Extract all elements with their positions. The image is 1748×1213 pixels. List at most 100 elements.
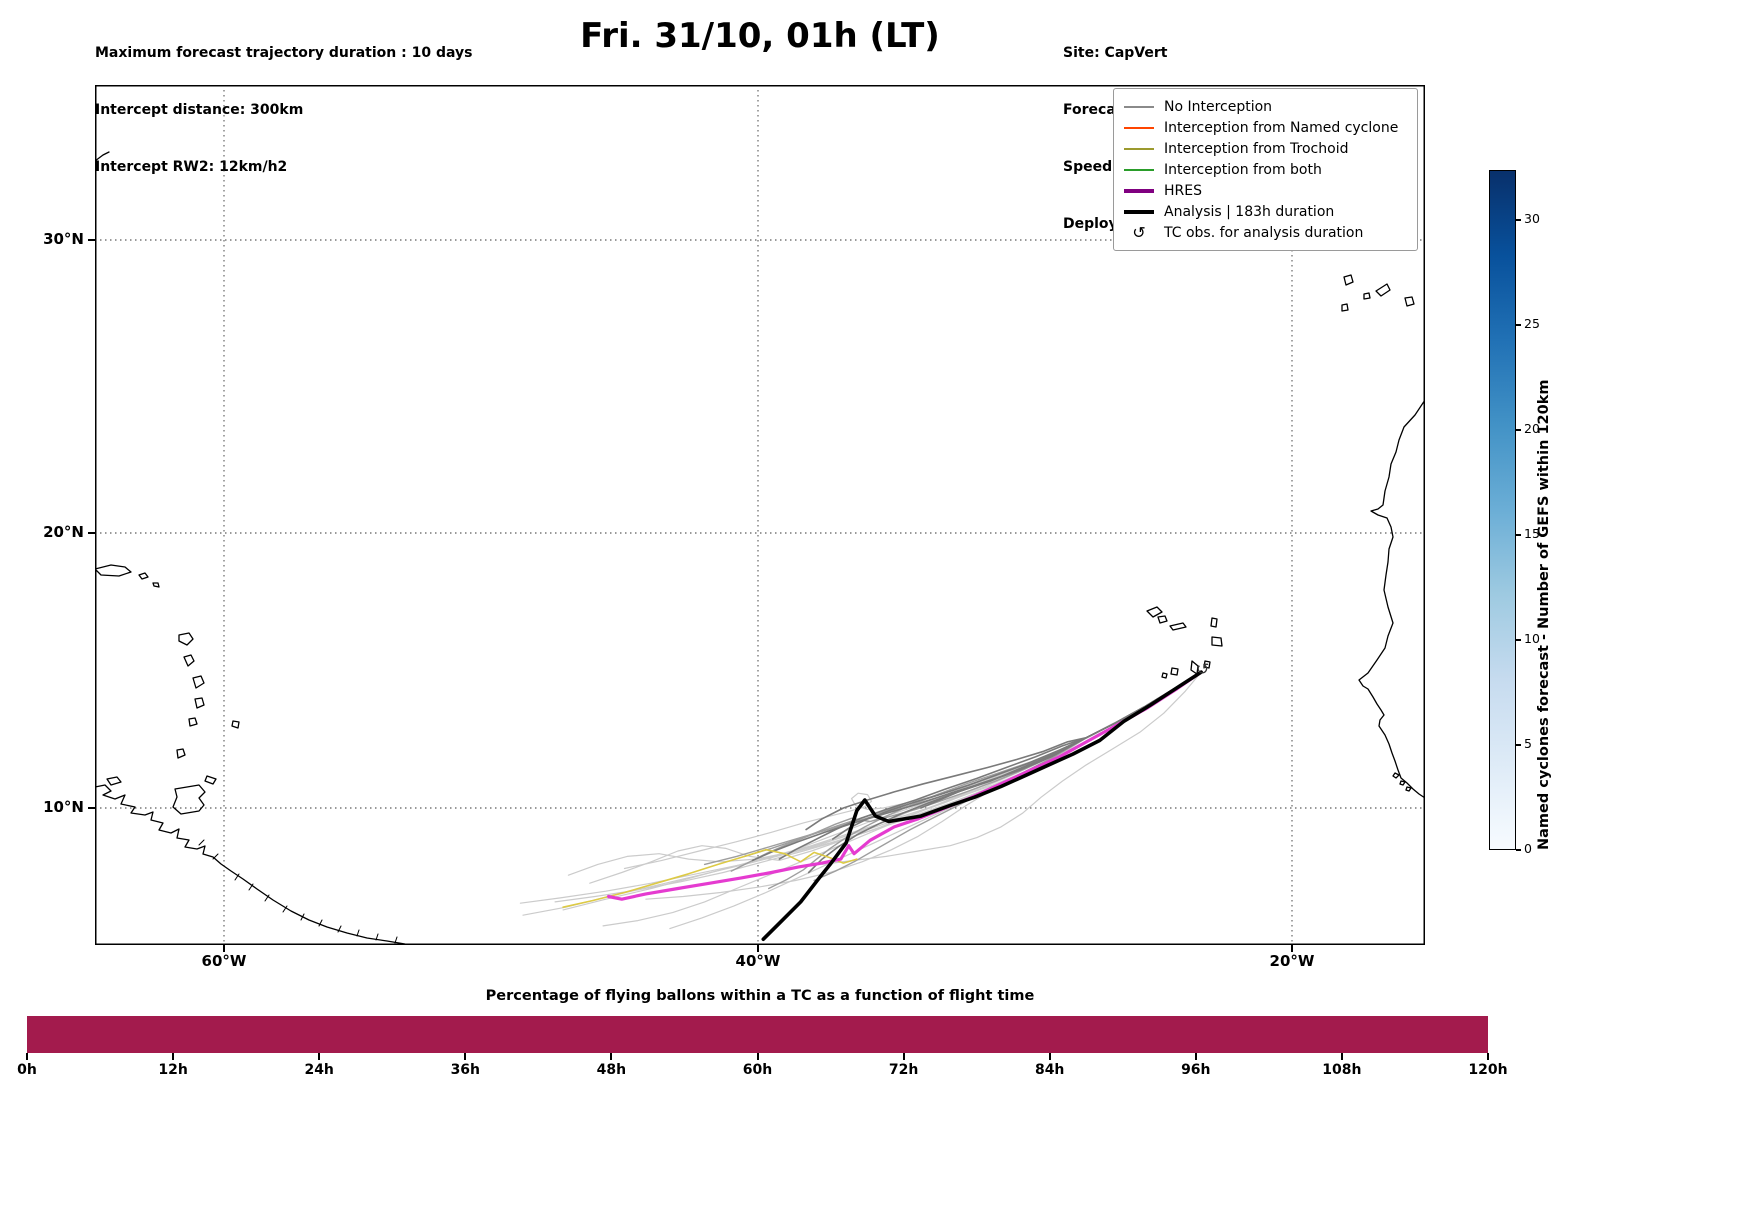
- legend-item-tc-obs: ↺ TC obs. for analysis duration: [1124, 222, 1407, 243]
- x-tick-label: 20°W: [1269, 952, 1315, 970]
- coastline-brava: [1161, 672, 1168, 679]
- coastline-barbados: [231, 720, 240, 729]
- colorbar-gradient: [1489, 170, 1516, 850]
- map-gridlines: [95, 85, 1425, 945]
- intercept-distance-text: Intercept distance: 300km: [95, 102, 304, 118]
- trajectory-no-interception-light: [589, 671, 1202, 884]
- legend-item-label: Interception from both: [1164, 161, 1322, 178]
- colorbar-tick-mark: [1516, 744, 1521, 747]
- bottom-tick-label: 48h: [596, 1062, 627, 1078]
- legend-item-label: HRES: [1164, 182, 1202, 199]
- coastline-bermuda: [95, 151, 110, 162]
- legend-line-swatch: [1124, 188, 1154, 193]
- header-left-block: Maximum forecast trajectory duration : 1…: [95, 6, 472, 196]
- tc-obs-marker: ↺: [1196, 659, 1209, 678]
- y-tick-mark: [88, 807, 95, 810]
- coastline-puerto-rico: [95, 564, 132, 577]
- coastline-maio: [1203, 660, 1211, 669]
- colorbar-label: Named cyclones forecast - Number of GEFS…: [1536, 379, 1552, 851]
- colorbar-tick-label: 10: [1524, 631, 1540, 647]
- bottom-chart-bar: [27, 1016, 1488, 1053]
- coastline-margarita: [106, 776, 122, 786]
- trajectory-no-interception-light: [602, 671, 1202, 927]
- max-duration-text: Maximum forecast trajectory duration : 1…: [95, 45, 473, 61]
- legend-item-no-interception: No Interception: [1124, 96, 1407, 117]
- legend-item-hres: HRES: [1124, 180, 1407, 201]
- coastline-gran-canaria: [1404, 296, 1415, 307]
- bottom-tick-label: 120h: [1468, 1062, 1508, 1078]
- bottom-tick-mark: [1340, 1053, 1343, 1060]
- coastline-fogo: [1170, 667, 1179, 676]
- coastline-ticks-south-america: [198, 839, 398, 944]
- coastline-st-vincent: [188, 717, 198, 727]
- legend-item-label: No Interception: [1164, 98, 1273, 115]
- coastline-sal: [1210, 617, 1218, 628]
- bottom-tick-label: 36h: [450, 1062, 481, 1078]
- coastline-dominica: [183, 654, 195, 667]
- site-text: Site: CapVert: [1063, 45, 1168, 61]
- colorbar-tick-label: 25: [1524, 316, 1540, 332]
- trajectory-no-interception-light: [784, 671, 1202, 855]
- legend-item-label: Analysis | 183h duration: [1164, 203, 1335, 220]
- legend-line-swatch: [1124, 105, 1154, 108]
- coastline-el-hierro: [1341, 303, 1349, 312]
- coastline-tobago: [204, 775, 217, 785]
- coastline-martinique: [192, 675, 205, 689]
- bottom-tick-mark: [26, 1053, 28, 1060]
- tc-obs-markers: ↺: [1196, 659, 1209, 678]
- y-tick-mark: [88, 238, 95, 241]
- coastline-sao-vicente: [1157, 615, 1168, 624]
- bottom-tick-mark: [1194, 1053, 1197, 1060]
- legend-item-label: Interception from Named cyclone: [1164, 119, 1399, 136]
- bottom-tick-mark: [610, 1053, 613, 1060]
- coastline-guadeloupe: [178, 632, 194, 646]
- bottom-tick-label: 0h: [17, 1062, 37, 1078]
- bottom-tick-label: 12h: [158, 1062, 188, 1078]
- trajectory-no-interception-dark: [751, 671, 1202, 862]
- bottom-tick-mark: [172, 1053, 175, 1060]
- trajectory-no-interception-light: [519, 671, 1202, 904]
- coastline-la-gomera: [1363, 292, 1371, 300]
- legend-item-named-cyclone: Interception from Named cyclone: [1124, 117, 1407, 138]
- map-frame: [95, 85, 1425, 945]
- legend-item-label: Interception from Trochoid: [1164, 140, 1349, 157]
- trajectory-map: ↺: [95, 85, 1425, 945]
- coastline-la-palma: [1343, 274, 1354, 286]
- trajectory-no-interception-mid: [743, 671, 1202, 858]
- coastline-sao-nicolau: [1169, 622, 1187, 631]
- trajectory-no-interception-mid: [703, 671, 1202, 866]
- coastline-tenerife: [1375, 283, 1391, 297]
- colorbar-tick-label: 15: [1524, 526, 1540, 542]
- coastlines: [95, 151, 1425, 945]
- x-tick-mark: [1291, 945, 1293, 952]
- legend-line-swatch: [1124, 209, 1154, 214]
- legend-item-label: TC obs. for analysis duration: [1164, 224, 1364, 241]
- bottom-tick-mark: [464, 1053, 467, 1060]
- legend-line-swatch: [1124, 126, 1154, 129]
- colorbar-tick-label: 5: [1524, 736, 1532, 752]
- legend-item-analysis: Analysis | 183h duration: [1124, 201, 1407, 222]
- y-tick-label: 30°N: [43, 229, 84, 248]
- trajectory-no-interception-light: [554, 671, 1202, 903]
- y-tick-mark: [88, 532, 95, 534]
- coastline-santo-antao: [1146, 606, 1163, 618]
- trajectory-no-interception-light: [821, 671, 1202, 866]
- map-legend: No Interception Interception from Named …: [1113, 88, 1418, 251]
- coastline-south-america: [95, 784, 422, 945]
- legend-item-trochoid: Interception from Trochoid: [1124, 138, 1407, 159]
- bottom-tick-mark: [902, 1053, 905, 1060]
- colorbar-tick-mark: [1516, 534, 1521, 537]
- colorbar-tick-mark: [1516, 324, 1521, 327]
- trajectory-analysis: [761, 670, 1203, 942]
- colorbar-tick-mark: [1516, 429, 1521, 432]
- bottom-chart-title: Percentage of flying ballons within a TC…: [485, 988, 1035, 1004]
- bottom-tick-mark: [318, 1053, 321, 1060]
- coastline-boa-vista: [1211, 636, 1223, 647]
- x-tick-label: 40°W: [735, 952, 781, 970]
- coastline-trinidad: [172, 784, 206, 815]
- colorbar-tick-label: 20: [1524, 421, 1540, 437]
- coastline-bijagos: [1392, 772, 1412, 792]
- trajectory-interception-trochoid: [562, 848, 858, 909]
- x-tick-mark: [757, 945, 759, 952]
